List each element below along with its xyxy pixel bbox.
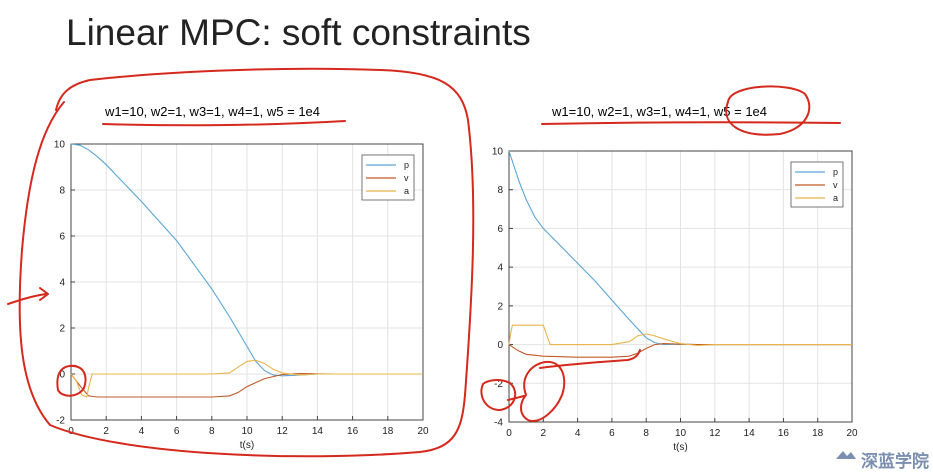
logo-icon xyxy=(835,451,857,471)
handwritten-annotations xyxy=(7,67,841,458)
left-chart-title: w1=10, w2=1, w3=1, w4=1, w5 = 1e4 xyxy=(105,104,321,119)
left-legend-label-v: v xyxy=(404,173,409,183)
circle-annotation-a-start xyxy=(520,360,566,422)
right-y-tick-label: 4 xyxy=(497,263,503,274)
circle-annotation-neg2 xyxy=(480,379,525,411)
left-y-tick-label: 2 xyxy=(59,324,65,335)
watermark-text: 深蓝学院 xyxy=(861,452,929,471)
right-legend-label-a: a xyxy=(833,193,838,203)
circle-annotation-zero xyxy=(56,364,87,397)
left-legend-label-p: p xyxy=(404,160,409,170)
left-y-tick-label: 6 xyxy=(59,232,65,243)
right-y-tick-label: -2 xyxy=(494,379,503,390)
right-y-tick-label: 8 xyxy=(497,185,503,196)
circle-annotation-w5 xyxy=(725,85,811,136)
right-x-tick-label: 4 xyxy=(575,428,581,439)
right-y-tick-label: -4 xyxy=(494,418,503,429)
right-x-axis-label: t(s) xyxy=(673,442,687,453)
left-legend-label-a: a xyxy=(404,186,409,196)
left-x-tick-label: 14 xyxy=(312,426,324,437)
right-y-tick-label: 2 xyxy=(497,301,503,312)
right-x-tick-label: 8 xyxy=(643,428,649,439)
line-annotation-v-curve xyxy=(539,349,641,369)
left-series-line-a xyxy=(70,359,423,398)
right-chart: 0 2 4 6 8 10 12 14 16 18 20 -4 -2 0 2 4 6 8 10 t(s) pva xyxy=(492,147,858,454)
right-x-tick-label: 14 xyxy=(744,428,756,439)
right-series-line-a xyxy=(508,324,852,347)
left-x-tick-label: 16 xyxy=(347,426,359,437)
right-chart-title: w1=10, w2=1, w3=1, w4=1, w5 = 1e4 xyxy=(552,104,768,119)
left-x-tick-label: 0 xyxy=(68,426,74,437)
left-x-tick-label: 18 xyxy=(382,426,394,437)
left-y-tick-label: 8 xyxy=(59,186,65,197)
right-legend-label-p: p xyxy=(833,167,838,177)
arrow-annotation-left xyxy=(7,287,49,305)
right-x-tick-label: 2 xyxy=(541,428,547,439)
right-x-tick-label: 20 xyxy=(846,428,858,439)
right-y-tick-label: 6 xyxy=(497,224,503,235)
left-x-tick-label: 2 xyxy=(103,426,109,437)
right-x-tick-label: 6 xyxy=(609,428,615,439)
left-y-tick-label: 0 xyxy=(59,370,65,381)
right-y-tick-label: 0 xyxy=(497,340,503,351)
circle-annotation-left-chart xyxy=(18,67,475,458)
left-x-tick-label: 10 xyxy=(241,426,253,437)
slide-title: Linear MPC: soft constraints xyxy=(66,12,531,53)
right-x-tick-label: 18 xyxy=(812,428,824,439)
left-x-tick-label: 8 xyxy=(209,426,215,437)
left-y-tick-label: -2 xyxy=(56,416,65,427)
underline-annotation-left-title xyxy=(102,120,346,127)
left-y-tick-label: 10 xyxy=(54,140,66,151)
right-x-tick-label: 16 xyxy=(778,428,790,439)
left-x-tick-label: 6 xyxy=(174,426,180,437)
left-x-axis-label: t(s) xyxy=(240,440,254,451)
right-x-tick-label: 0 xyxy=(506,428,512,439)
left-x-tick-label: 4 xyxy=(139,426,145,437)
left-y-tick-label: 4 xyxy=(59,278,65,289)
right-series-line-v xyxy=(508,343,852,358)
underline-annotation-right-title xyxy=(541,121,841,125)
left-x-tick-label: 12 xyxy=(277,426,289,437)
right-y-tick-label: 10 xyxy=(492,147,504,158)
watermark: 深蓝学院 xyxy=(835,447,929,472)
right-legend-label-v: v xyxy=(833,180,838,190)
left-series-line-v xyxy=(70,372,423,398)
right-x-tick-label: 10 xyxy=(675,428,687,439)
right-x-tick-label: 12 xyxy=(709,428,721,439)
left-x-tick-label: 20 xyxy=(417,426,429,437)
